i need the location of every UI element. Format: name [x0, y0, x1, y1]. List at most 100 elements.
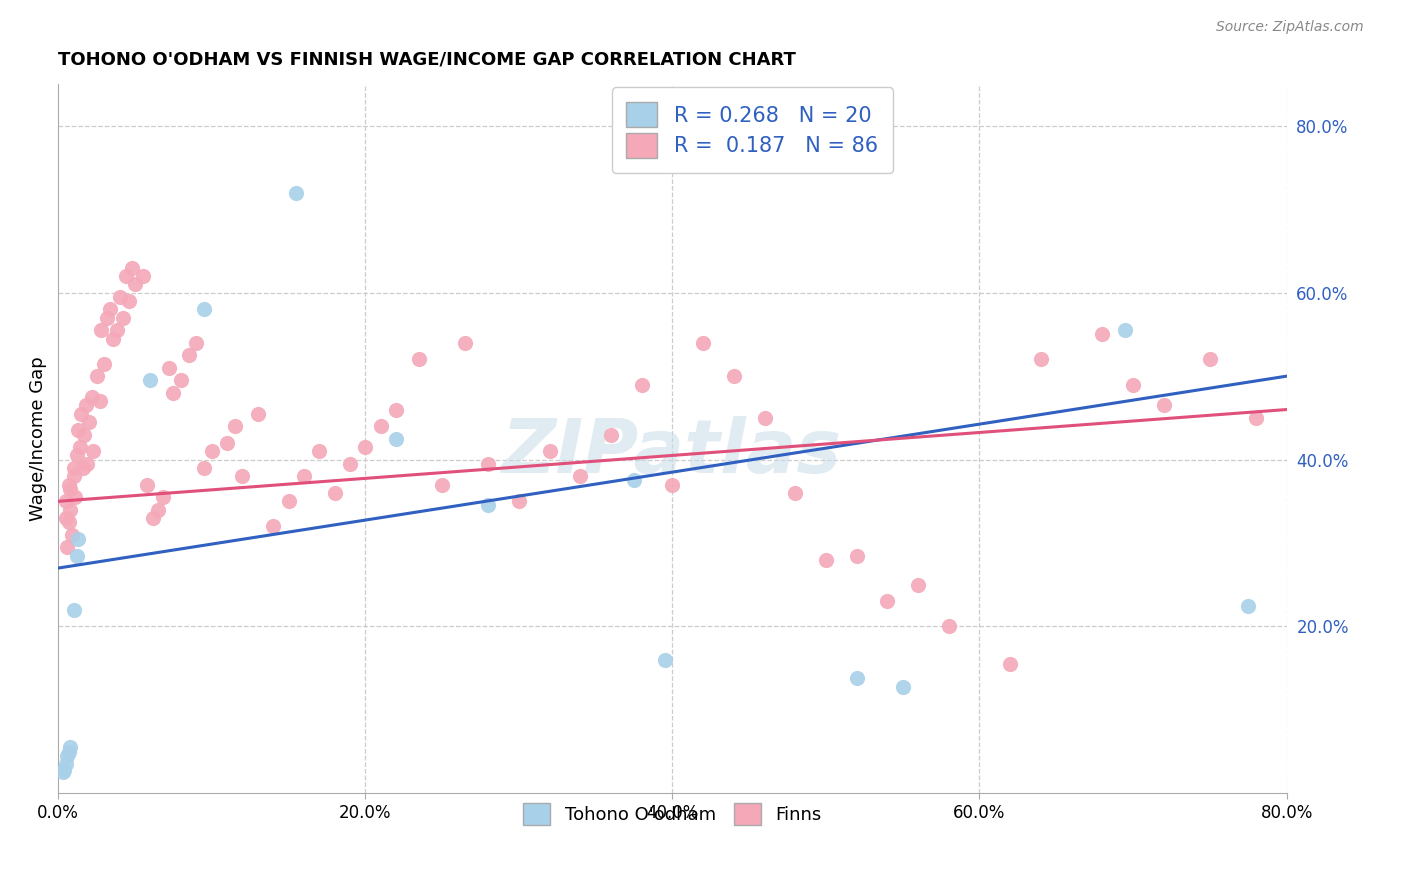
- Point: [53, 763, 76, 777]
- Point: [876, 594, 898, 608]
- Point: [193, 461, 215, 475]
- Point: [72, 461, 94, 475]
- Point: [354, 440, 377, 454]
- Point: [170, 373, 193, 387]
- Point: [121, 260, 143, 275]
- Point: [80, 390, 103, 404]
- Text: TOHONO O'ODHAM VS FINNISH WAGE/INCOME GAP CORRELATION CHART: TOHONO O'ODHAM VS FINNISH WAGE/INCOME GA…: [58, 51, 796, 69]
- Point: [224, 419, 246, 434]
- Point: [62, 461, 84, 475]
- Point: [785, 486, 807, 500]
- Point: [56, 540, 79, 554]
- Point: [201, 444, 224, 458]
- Point: [1244, 410, 1267, 425]
- Point: [754, 410, 776, 425]
- Point: [52, 765, 75, 780]
- Point: [70, 407, 93, 421]
- Point: [1237, 599, 1260, 613]
- Point: [58, 515, 80, 529]
- Point: [69, 440, 91, 454]
- Point: [60, 527, 83, 541]
- Point: [152, 490, 174, 504]
- Point: [308, 444, 330, 458]
- Text: ZIPatlas: ZIPatlas: [502, 417, 842, 490]
- Text: Source: ZipAtlas.com: Source: ZipAtlas.com: [1216, 20, 1364, 34]
- Point: [385, 402, 408, 417]
- Point: [1091, 327, 1114, 342]
- Point: [136, 477, 159, 491]
- Point: [105, 323, 128, 337]
- Point: [508, 494, 530, 508]
- Point: [58, 477, 80, 491]
- Point: [277, 494, 299, 508]
- Point: [59, 502, 82, 516]
- Point: [67, 532, 90, 546]
- Point: [408, 352, 430, 367]
- Point: [654, 653, 676, 667]
- Point: [538, 444, 561, 458]
- Point: [59, 740, 82, 755]
- Legend: Tohono O'odham, Finns: Tohono O'odham, Finns: [515, 794, 831, 834]
- Point: [75, 398, 97, 412]
- Point: [217, 436, 239, 450]
- Point: [157, 360, 180, 375]
- Point: [186, 335, 208, 350]
- Point: [891, 680, 914, 694]
- Point: [67, 424, 90, 438]
- Point: [65, 549, 87, 563]
- Point: [477, 457, 499, 471]
- Point: [370, 419, 392, 434]
- Point: [55, 511, 77, 525]
- Point: [938, 619, 960, 633]
- Point: [63, 490, 86, 504]
- Point: [292, 469, 315, 483]
- Point: [1198, 352, 1220, 367]
- Point: [114, 268, 136, 283]
- Point: [100, 302, 122, 317]
- Point: [814, 552, 837, 566]
- Point: [93, 357, 115, 371]
- Point: [569, 469, 592, 483]
- Point: [73, 427, 96, 442]
- Point: [339, 457, 361, 471]
- Point: [231, 469, 253, 483]
- Point: [56, 748, 79, 763]
- Point: [454, 335, 477, 350]
- Point: [82, 444, 104, 458]
- Point: [430, 477, 453, 491]
- Point: [89, 394, 111, 409]
- Point: [108, 290, 131, 304]
- Point: [692, 335, 714, 350]
- Point: [723, 369, 745, 384]
- Point: [59, 482, 82, 496]
- Point: [55, 494, 77, 508]
- Point: [907, 578, 929, 592]
- Point: [623, 474, 645, 488]
- Point: [661, 477, 683, 491]
- Point: [845, 671, 868, 685]
- Point: [62, 603, 84, 617]
- Point: [65, 449, 87, 463]
- Point: [600, 427, 623, 442]
- Point: [124, 277, 146, 292]
- Point: [111, 310, 134, 325]
- Point: [146, 502, 169, 516]
- Point: [246, 407, 269, 421]
- Point: [96, 310, 118, 325]
- Y-axis label: Wage/Income Gap: Wage/Income Gap: [30, 357, 46, 521]
- Point: [86, 369, 108, 384]
- Point: [177, 348, 200, 362]
- Point: [845, 549, 868, 563]
- Point: [262, 519, 284, 533]
- Point: [142, 511, 165, 525]
- Point: [1114, 323, 1136, 337]
- Point: [285, 186, 308, 200]
- Point: [1122, 377, 1144, 392]
- Point: [77, 415, 100, 429]
- Point: [139, 373, 162, 387]
- Point: [477, 499, 499, 513]
- Point: [103, 332, 125, 346]
- Point: [1153, 398, 1175, 412]
- Point: [1029, 352, 1052, 367]
- Point: [323, 486, 346, 500]
